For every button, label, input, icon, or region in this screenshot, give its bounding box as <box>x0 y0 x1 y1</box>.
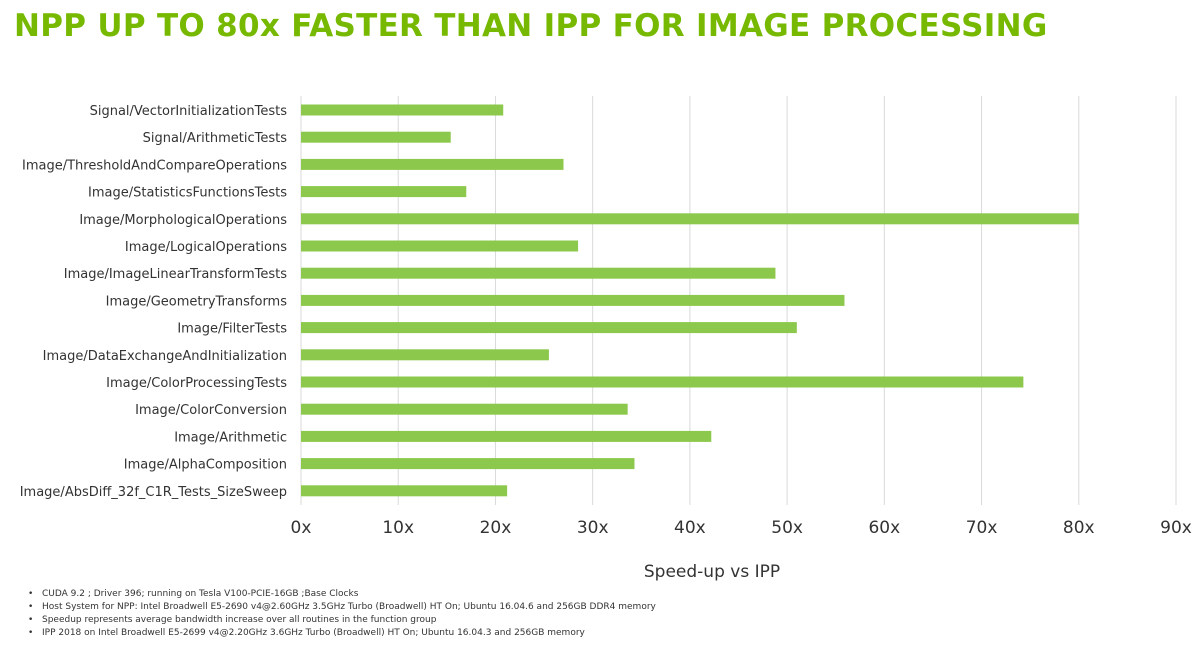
category-label: Image/ThresholdAndCompareOperations <box>22 158 287 173</box>
bars <box>301 104 1079 497</box>
bar <box>301 131 451 143</box>
category-label: Image/ColorProcessingTests <box>106 376 287 391</box>
category-label: Image/AbsDiff_32f_C1R_Tests_SizeSweep <box>20 485 287 500</box>
category-label: Image/GeometryTransforms <box>106 294 288 309</box>
bar <box>301 485 508 497</box>
bar <box>301 349 549 361</box>
bar-chart: Signal/VectorInitializationTests Signal/A… <box>20 96 1192 582</box>
bar <box>301 403 628 415</box>
x-tick-labels: 0x 10x 20x 30x 40x 50x 60x 70x 80x 90x <box>291 518 1192 538</box>
bar <box>301 458 635 470</box>
category-labels: Signal/VectorInitializationTests Signal/A… <box>20 104 288 500</box>
category-label: Image/StatisticsFunctionsTests <box>88 186 287 201</box>
x-tick-label: 20x <box>480 518 512 538</box>
category-label: Image/ImageLinearTransformTests <box>64 267 287 282</box>
footnote-item: Host System for NPP: Intel Broadwell E5-… <box>28 601 656 614</box>
category-label: Image/Arithmetic <box>174 430 287 445</box>
category-label: Image/DataExchangeAndInitialization <box>43 349 287 364</box>
category-label: Signal/VectorInitializationTests <box>90 104 288 119</box>
category-label: Image/AlphaComposition <box>124 458 287 473</box>
bar <box>301 104 504 116</box>
bar <box>301 186 467 198</box>
bar <box>301 240 579 252</box>
category-label: Image/MorphologicalOperations <box>79 213 287 228</box>
x-tick-label: 90x <box>1160 518 1192 538</box>
category-label: Image/LogicalOperations <box>125 240 287 255</box>
bar <box>301 294 845 306</box>
x-tick-label: 50x <box>771 518 803 538</box>
category-label: Image/FilterTests <box>177 322 287 337</box>
bar <box>301 158 564 170</box>
x-tick-label: 40x <box>674 518 706 538</box>
x-tick-label: 70x <box>966 518 998 538</box>
x-tick-label: 10x <box>382 518 414 538</box>
footnote-item: Speedup represents average bandwidth inc… <box>28 614 656 627</box>
category-label: Image/ColorConversion <box>135 403 287 418</box>
x-tick-label: 80x <box>1063 518 1095 538</box>
bar <box>301 267 776 279</box>
page-title: NPP UP TO 80x FASTER THAN IPP FOR IMAGE … <box>14 8 1048 44</box>
x-tick-label: 0x <box>291 518 312 538</box>
bar <box>301 376 1024 388</box>
x-tick-label: 60x <box>868 518 900 538</box>
category-label: Signal/ArithmeticTests <box>143 131 288 146</box>
footnote-item: IPP 2018 on Intel Broadwell E5-2699 v4@2… <box>28 627 656 640</box>
bar <box>301 213 1079 225</box>
footnotes: CUDA 9.2 ; Driver 396; running on Tesla … <box>28 588 656 640</box>
x-tick-label: 30x <box>577 518 609 538</box>
footnote-item: CUDA 9.2 ; Driver 396; running on Tesla … <box>28 588 656 601</box>
x-axis-title: Speed-up vs IPP <box>644 562 780 582</box>
bar <box>301 430 712 442</box>
bar <box>301 322 797 334</box>
